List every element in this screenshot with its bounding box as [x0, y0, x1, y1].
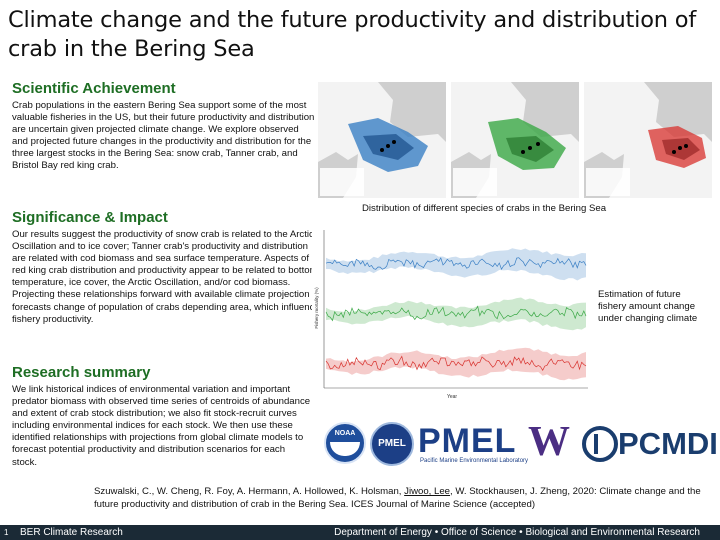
partner-logos: NOAA PMEL PMEL Pacific Marine Environmen… — [320, 420, 720, 472]
red-king-crab-panel-line — [325, 355, 587, 372]
snow-crab-panel-band — [326, 248, 586, 281]
tanner-crab-panel-line — [325, 305, 587, 322]
timeseries-caption: Estimation of future fishery amount chan… — [598, 289, 698, 325]
research-summary-heading: Research summary — [12, 364, 151, 381]
footer-bar: 1 BER Climate Research Department of Ene… — [0, 525, 720, 540]
ts-xlabel: Year — [447, 394, 457, 400]
snow-crab-panel — [325, 248, 587, 281]
projection-timeseries-figure: Year Fishery mortality (%) — [312, 228, 592, 400]
pcmdi-logo: PCMDI — [618, 426, 718, 461]
citation: Szuwalski, C., W. Cheng, R. Foy, A. Herm… — [94, 486, 714, 512]
pcmdi-emblem-icon — [582, 426, 618, 462]
footer-left-text: BER Climate Research — [20, 527, 123, 538]
red-king-crab-panel-band — [326, 347, 586, 381]
pmel-logo: PMEL — [418, 422, 517, 460]
tanner-crab-panel-band — [326, 297, 586, 331]
uw-logo: W — [528, 419, 570, 465]
ts-ylabel: Fishery mortality (%) — [314, 287, 319, 329]
citation-highlighted-author: Jiwoo, Lee — [404, 486, 451, 497]
citation-authors: Szuwalski, C., W. Cheng, R. Foy, A. Herm… — [94, 486, 405, 497]
significance-heading: Significance & Impact — [12, 209, 168, 226]
snow-crab-panel-line — [325, 257, 587, 271]
citation-details: , W. Stockhausen, J. Zheng, 2020: Climat… — [94, 486, 701, 510]
page-number: 1 — [4, 528, 9, 537]
research-summary-text: We link historical indices of environmen… — [12, 384, 311, 468]
crab-distribution-maps — [318, 82, 712, 198]
noaa-logo-text: NOAA — [334, 430, 356, 437]
footer-right-text: Department of Energy • Office of Science… — [334, 527, 700, 538]
pmel-round-logo-text: PMEL — [378, 438, 406, 449]
significance-text: Our results suggest the productivity of … — [12, 229, 320, 325]
page-title: Climate change and the future productivi… — [8, 7, 697, 62]
map-caption: Distribution of different species of cra… — [362, 203, 607, 214]
snow-crab-map — [318, 82, 446, 198]
tanner-crab-map — [451, 82, 579, 198]
noaa-logo: NOAA — [324, 422, 366, 464]
noaa-wave-icon — [330, 442, 360, 456]
pmel-logo-subtitle: Pacific Marine Environmental Laboratory — [420, 458, 529, 464]
tanner-crab-panel — [325, 297, 587, 331]
red-king-crab-map — [584, 82, 712, 198]
pmel-round-logo: PMEL — [370, 422, 414, 466]
red-king-crab-panel — [325, 347, 587, 381]
scientific-achievement-heading: Scientific Achievement — [12, 80, 176, 97]
scientific-achievement-text: Crab populations in the eastern Bering S… — [12, 100, 315, 172]
